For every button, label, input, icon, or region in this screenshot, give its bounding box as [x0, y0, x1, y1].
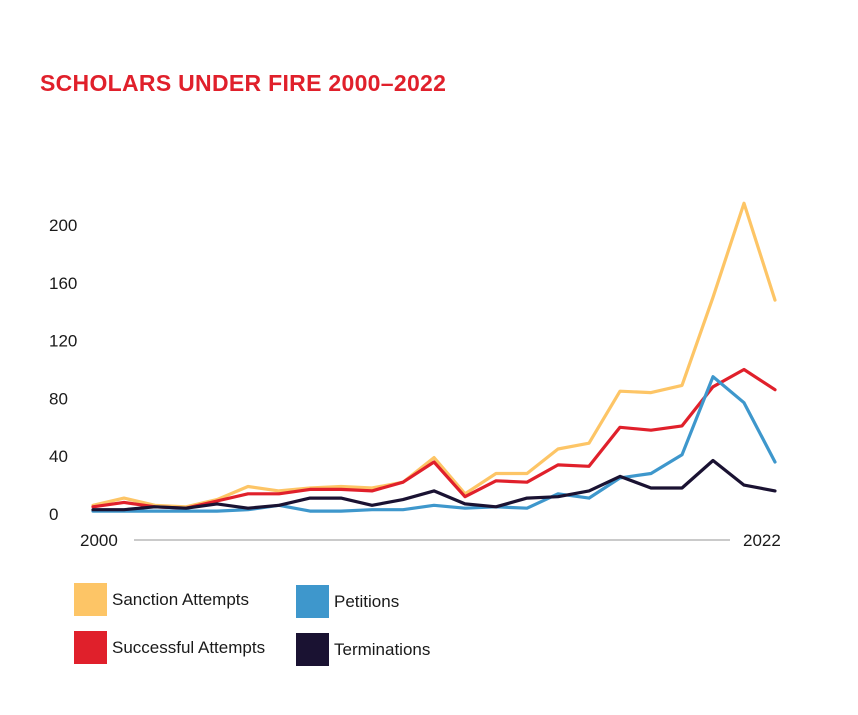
x-start-label: 2000 [80, 531, 118, 550]
legend-label-terminations: Terminations [334, 639, 431, 659]
y-tick-label-80: 80 [49, 389, 68, 408]
legend-swatch-successful-attempts [74, 631, 107, 664]
legend-item-petitions: Petitions [296, 585, 399, 618]
y-tick-label-200: 200 [49, 216, 77, 235]
legend-swatch-sanction-attempts [74, 583, 107, 616]
legend-item-terminations: Terminations [296, 633, 430, 666]
x-end-label: 2022 [743, 531, 781, 550]
y-axis-ticks: 0 40 80 120 160 200 [49, 216, 77, 524]
y-tick-label-160: 160 [49, 274, 77, 293]
y-tick-label-40: 40 [49, 447, 68, 466]
legend-item-sanction-attempts: Sanction Attempts [74, 583, 249, 616]
series-lines [91, 201, 777, 513]
series-line-terminations [91, 458, 777, 512]
series-line-petitions [91, 375, 777, 513]
legend: Sanction Attempts Successful Attempts Pe… [74, 583, 494, 673]
legend-swatch-petitions [296, 585, 329, 618]
legend-swatch-terminations [296, 633, 329, 666]
legend-label-successful-attempts: Successful Attempts [112, 637, 266, 657]
series-line-successful-attempts [91, 367, 777, 510]
legend-item-successful-attempts: Successful Attempts [74, 631, 265, 664]
y-tick-label-120: 120 [49, 332, 77, 351]
legend-label-petitions: Petitions [334, 591, 400, 611]
y-tick-label-0: 0 [49, 505, 58, 524]
legend-label-sanction-attempts: Sanction Attempts [112, 589, 250, 609]
chart-title: SCHOLARS UNDER FIRE 2000–2022 [40, 70, 447, 96]
